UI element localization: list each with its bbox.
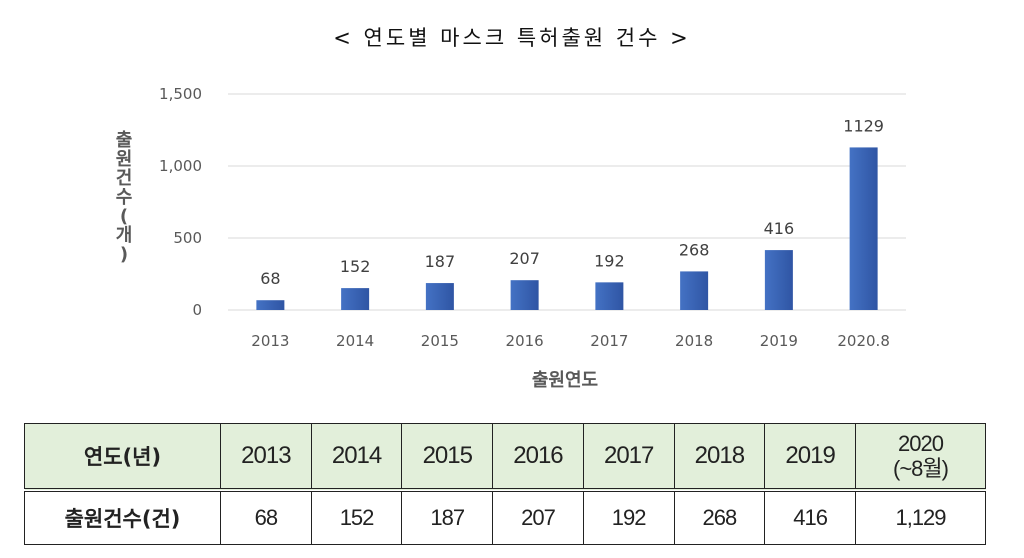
header-year: 2019 <box>764 423 856 490</box>
x-tick-label: 2014 <box>336 332 374 350</box>
header-year: 2018 <box>673 423 766 490</box>
header-year: 2015 <box>401 423 494 490</box>
y-axis-title-char: 출 <box>116 130 133 151</box>
data-label: 192 <box>594 251 625 270</box>
y-axis-title: 출 원 건 수(개) <box>116 130 133 265</box>
bar <box>425 283 454 310</box>
x-axis-title: 출원연도 <box>532 370 598 391</box>
header-year: 2017 <box>582 423 675 490</box>
chart-title: < 연도별 마스크 특허출원 건수 > <box>333 26 691 50</box>
bar <box>341 288 370 310</box>
data-label: 268 <box>679 240 710 259</box>
count-cell: 68 <box>220 489 312 545</box>
x-tick-label: 2018 <box>675 332 713 350</box>
y-axis-title-char: 건 <box>116 168 133 189</box>
x-tick-label: 2017 <box>590 332 628 350</box>
count-cell: 416 <box>764 489 856 545</box>
data-label: 207 <box>509 249 540 268</box>
table-data-row: 출원건수(건) 68 152 187 207 192 268 416 1,129 <box>24 489 986 545</box>
data-label: 68 <box>260 269 280 288</box>
table-header-row: 연도(년) 2013 2014 2015 2016 2017 2018 2019… <box>24 423 986 490</box>
bar <box>510 280 539 310</box>
y-axis-title-char: 원 <box>116 149 133 170</box>
y-axis-title-char: ) <box>120 244 128 265</box>
data-label: 152 <box>340 257 371 276</box>
data-label: 1129 <box>843 116 884 135</box>
x-tick-label: 2016 <box>506 332 544 350</box>
y-tick-label: 1,500 <box>159 85 202 103</box>
y-axis-title-char: 수 <box>116 187 133 208</box>
count-cell: 1,129 <box>855 489 986 545</box>
y-axis-title-char: ( <box>120 206 128 227</box>
y-axis-ticks: 0 500 1,000 1,500 <box>159 85 202 319</box>
bars <box>256 147 878 310</box>
header-year-label: 연도(년) <box>24 423 221 490</box>
count-cell: 192 <box>582 489 675 545</box>
bar <box>680 271 709 310</box>
x-axis-ticks: 2013 2014 2015 2016 2017 2018 2019 2020.8 <box>251 332 890 350</box>
count-cell: 152 <box>310 489 403 545</box>
data-labels: 68 152 187 207 192 268 416 1129 <box>260 116 884 288</box>
count-cell: 268 <box>673 489 766 545</box>
bar <box>764 250 793 310</box>
bar <box>595 282 624 310</box>
header-year-last: 2020 (~8월) <box>855 423 986 490</box>
header-year: 2014 <box>310 423 403 490</box>
bar <box>849 147 878 310</box>
bar <box>256 300 285 310</box>
header-year: 2013 <box>220 423 312 490</box>
row-count-label: 출원건수(건) <box>24 489 221 545</box>
count-cell: 207 <box>492 489 584 545</box>
x-tick-label: 2015 <box>421 332 459 350</box>
y-tick-label: 500 <box>173 229 202 247</box>
count-cell: 187 <box>401 489 494 545</box>
y-axis-title-char: 개 <box>116 225 133 246</box>
y-tick-label: 1,000 <box>159 157 202 175</box>
data-label: 416 <box>764 219 795 238</box>
header-year-last-line1: 2020 <box>898 430 944 456</box>
y-tick-label: 0 <box>192 301 202 319</box>
data-label: 187 <box>425 252 456 271</box>
data-table: 연도(년) 2013 2014 2015 2016 2017 2018 2019… <box>24 423 986 545</box>
x-tick-label: 2019 <box>760 332 798 350</box>
x-tick-label: 2013 <box>251 332 289 350</box>
header-year-last-line2: (~8월) <box>893 455 949 481</box>
gridlines <box>228 93 906 311</box>
x-tick-label: 2020.8 <box>837 332 890 350</box>
header-year: 2016 <box>492 423 584 490</box>
